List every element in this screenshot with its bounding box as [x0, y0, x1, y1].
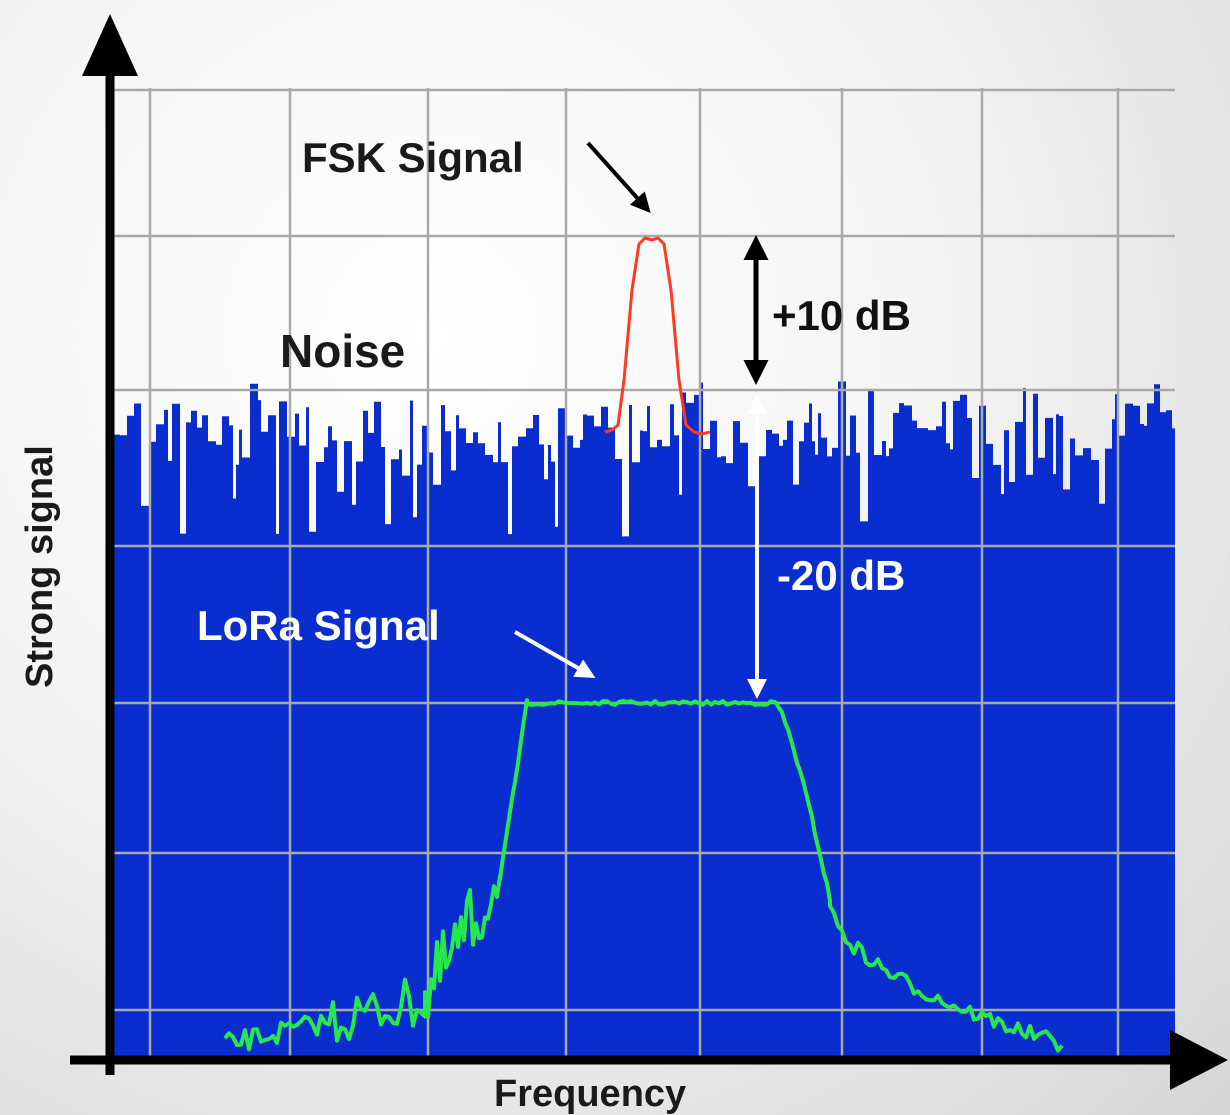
- fsk-signal-label: FSK Signal: [302, 134, 524, 181]
- fsk-signal-trace: [604, 236, 711, 436]
- noise-label: Noise: [280, 325, 405, 377]
- y-axis-label: Strong signal: [19, 445, 61, 688]
- x-axis: [70, 1030, 1228, 1090]
- lora-signal-trace: [223, 698, 1064, 1053]
- x-axis-label: Frequency: [494, 1073, 686, 1115]
- x-axis-arrowhead-icon: [1170, 1030, 1228, 1090]
- y-axis-arrowhead-icon: [82, 14, 138, 76]
- plus-10db-label: +10 dB: [772, 292, 911, 339]
- lora-pointer-arrow-icon: [514, 630, 596, 678]
- y-axis: [82, 14, 138, 1075]
- noise-floor-area: [110, 381, 1175, 1058]
- lora-signal-label: LoRa Signal: [197, 602, 440, 649]
- fsk-pointer-arrow-icon: [586, 141, 651, 213]
- minus-20db-label: -20 dB: [777, 552, 905, 599]
